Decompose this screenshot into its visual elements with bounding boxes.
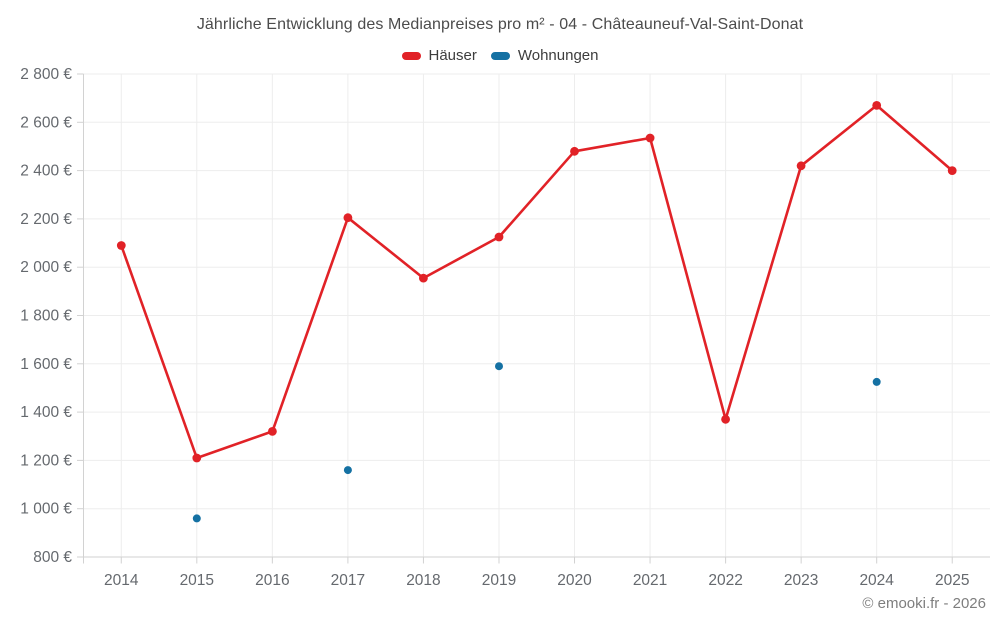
data-point-wohnungen-2017 [343, 466, 352, 475]
legend-item-wohnungen[interactable]: Wohnungen [490, 47, 599, 64]
y-tick-label: 1 800 € [20, 308, 72, 325]
legend-label-wohnungen: Wohnungen [517, 47, 599, 64]
x-tick-label: 2021 [633, 572, 667, 589]
y-tick-label: 800 € [33, 549, 72, 566]
x-tick-label: 2019 [482, 572, 516, 589]
y-tick-label: 2 400 € [20, 163, 72, 180]
data-point-h-user-2020 [570, 146, 579, 156]
data-point-h-user-2017 [343, 213, 353, 223]
data-point-wohnungen-2024 [872, 377, 881, 386]
chart-title: Jährliche Entwicklung des Medianpreises … [196, 16, 804, 33]
data-point-h-user-2018 [419, 273, 428, 283]
legend-item-h-user[interactable]: Häuser [401, 47, 477, 64]
y-tick-label: 1 400 € [20, 404, 72, 421]
legend-swatch-wohnungen [490, 51, 510, 60]
data-point-wohnungen-2015 [192, 514, 201, 523]
data-point-h-user-2014 [116, 241, 126, 250]
data-point-wohnungen-2019 [495, 362, 503, 371]
x-axis: 2014 2015 2016 2017 2018 2019 2020 2021 2022 2023… [104, 74, 969, 589]
x-tick-label: 2020 [557, 572, 592, 589]
series-h-user [116, 101, 957, 463]
data-point-h-user-2023 [796, 161, 806, 171]
series-line-h-user [120, 104, 954, 460]
x-tick-label: 2018 [406, 572, 440, 589]
x-tick-label: 2017 [331, 572, 365, 589]
data-point-h-user-2021 [645, 133, 655, 143]
data-point-h-user-2015 [192, 453, 202, 463]
data-point-h-user-2024 [872, 101, 882, 110]
copyright-footer: © emooki.fr - 2026 [862, 595, 986, 612]
x-tick-label: 2023 [784, 572, 818, 589]
y-tick-label: 2 000 € [20, 259, 72, 276]
legend-label-h-user: Häuser [428, 47, 477, 64]
series-wohnungen [192, 362, 881, 523]
x-tick-label: 2022 [708, 572, 742, 589]
legend: Häuser Wohnungen [0, 47, 1000, 64]
y-tick-label: 1 000 € [20, 501, 72, 518]
y-axis: 800 € 1 000 € 1 200 € 1 400 € 1 600 € 1 800 €… [20, 66, 990, 566]
legend-swatch-h-user [401, 51, 421, 60]
x-tick-label: 2025 [935, 572, 969, 589]
x-tick-label: 2015 [180, 572, 214, 589]
y-tick-label: 2 200 € [20, 211, 72, 228]
y-tick-label: 2 800 € [20, 66, 72, 83]
x-tick-label: 2024 [859, 572, 894, 589]
data-point-h-user-2022 [721, 414, 730, 424]
y-tick-label: 1 200 € [20, 452, 72, 469]
y-tick-label: 2 600 € [20, 114, 72, 131]
x-tick-label: 2014 [104, 572, 139, 589]
data-point-h-user-2016 [268, 427, 277, 436]
data-point-h-user-2019 [494, 232, 504, 242]
data-point-h-user-2025 [947, 166, 957, 176]
x-tick-label: 2016 [255, 572, 289, 589]
y-tick-label: 1 600 € [20, 356, 72, 373]
